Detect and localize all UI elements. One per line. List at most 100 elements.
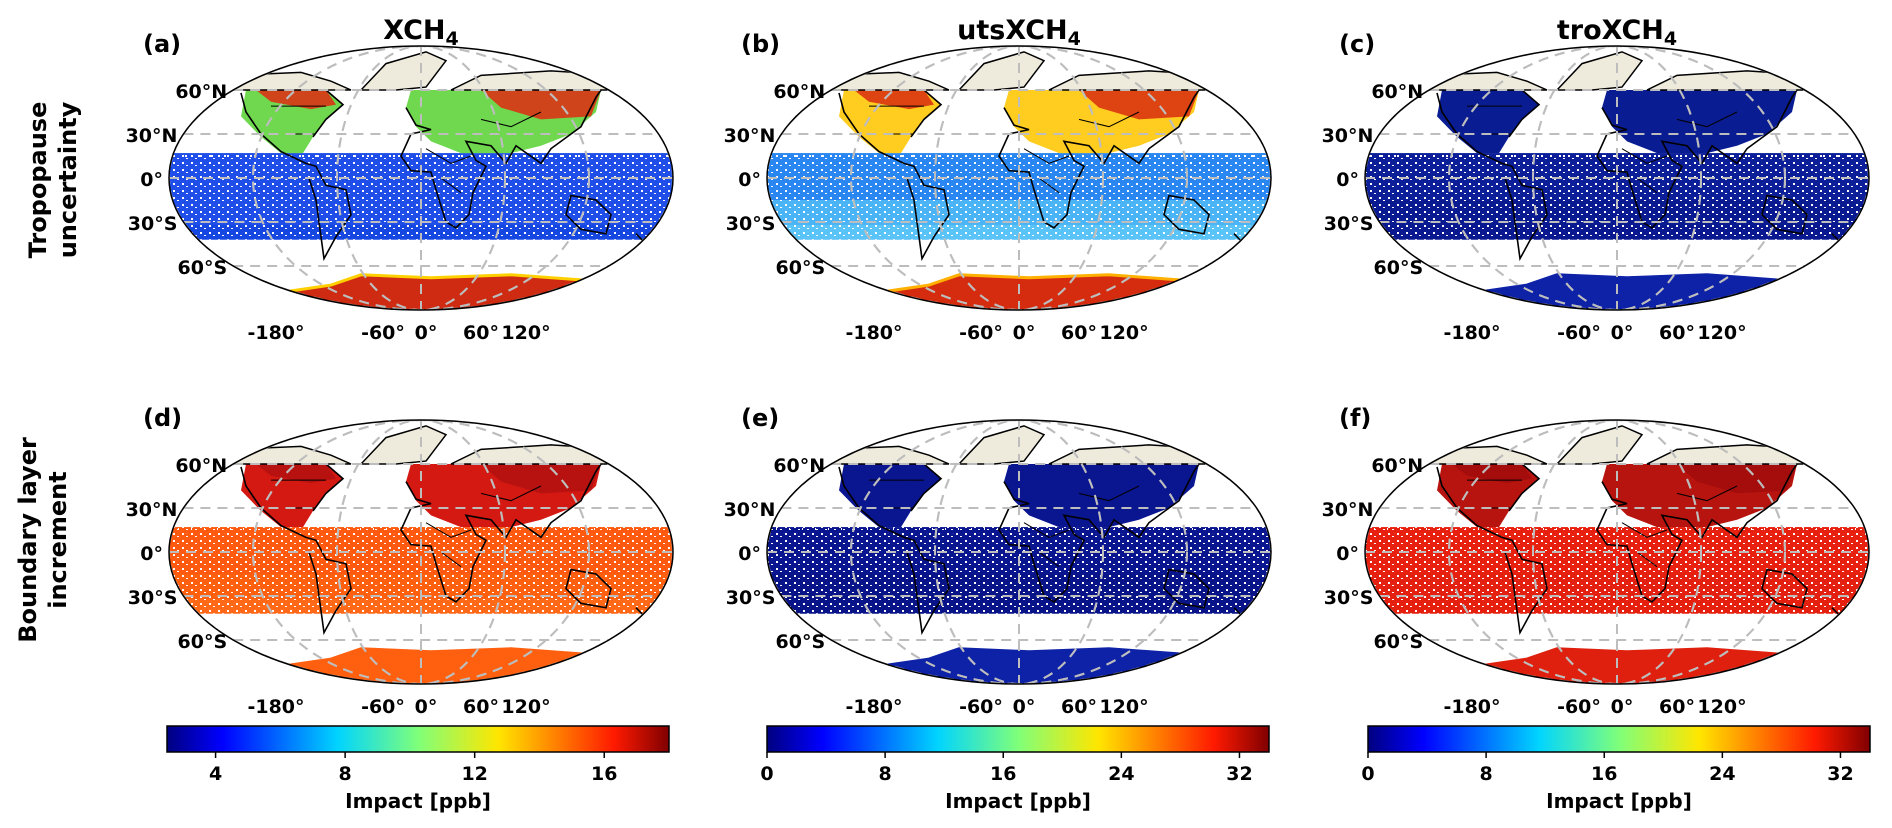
colorbar-2: 0 8 16 24 32 Impact [ppb] [760,725,1270,813]
lat-tick-label: 30°N [1322,499,1374,521]
colorbar-tick-label: 32 [1226,763,1252,785]
map-outline [168,419,674,685]
lon-tick-label: 0° [1611,696,1634,718]
lon-tick-label: -180° [247,322,304,344]
lon-tick-label: -60° [361,696,405,718]
lat-tick-label: 30°N [126,125,178,147]
afro-eurasia-coastline [1596,463,1798,603]
lon-tick-label: 120° [501,322,550,344]
country-borders [271,479,542,568]
lon-tick-label: 60° [1659,322,1695,344]
lon-tick-label: 120° [1697,696,1746,718]
panel-label: (d) [143,404,182,432]
lat-tick-label: 60°S [178,631,228,653]
gridlines [169,420,673,684]
lon-tick-label: 120° [1099,696,1148,718]
svg-text:Tropopause: Tropopause [24,102,52,259]
row-label-2: Boundary layer increment [14,437,72,643]
gridlines [1365,420,1869,684]
lat-tick-label: 30°S [128,587,178,609]
australia-coastline [565,194,612,235]
afro-eurasia-coastline [400,463,602,603]
lat-tick-label: 30°N [724,125,776,147]
colorbar-tick-label: 8 [1480,763,1493,785]
colorbar-tick-label: 8 [339,763,352,785]
lon-tick-label: 60° [1659,696,1695,718]
lat-tick-label: 30°S [726,213,776,235]
lat-tick-label: 30°N [126,499,178,521]
lat-tick-label: 30°N [724,499,776,521]
lat-tick-label: 30°S [726,587,776,609]
lat-tick-label: 60°N [175,81,227,103]
country-borders [1467,479,1738,568]
americas-coastline [1436,463,1548,636]
lon-tick-label: -60° [1557,322,1601,344]
lat-tick-label: 0° [1336,169,1359,191]
colorbar-gradient [1367,725,1871,753]
australia-coastline [1761,568,1808,609]
lon-tick-label: 60° [463,322,499,344]
americas-coastline [240,463,352,636]
lon-tick-label: -180° [845,696,902,718]
lat-tick-label: 30°N [1322,125,1374,147]
lon-tick-label: 0° [1013,322,1036,344]
colorbar-gradient [766,725,1270,753]
lat-tick-label: 30°S [1324,213,1374,235]
lat-tick-label: 60°N [773,455,825,477]
colorbar-tick-label: 0 [1361,763,1374,785]
colorbar-tick-label: 16 [591,763,617,785]
colorbar-1: 4 8 12 16 Impact [ppb] [166,725,670,813]
panel-label: (a) [143,30,181,58]
map-panel-b: (b) 60°N 30°N 0° 30°S60°S -180° -60° 0° 60° 120° [724,30,1272,344]
colorbar-tick-label: 32 [1827,763,1853,785]
colorbar-tick-label: 12 [461,763,487,785]
australia-coastline [1761,194,1808,235]
colorbar-label: Impact [ppb] [345,789,491,813]
svg-text:Boundary layer: Boundary layer [14,437,42,643]
americas-coastline [838,89,950,262]
map-outline [1364,45,1870,311]
lon-tick-label: -180° [1443,696,1500,718]
panel-label: (e) [741,404,779,432]
lon-tick-label: 120° [1099,322,1148,344]
map-outline [1364,419,1870,685]
colorbar-tick-label: 0 [760,763,773,785]
lat-tick-label: 30°S [1324,587,1374,609]
afro-eurasia-coastline [1596,89,1798,229]
lon-tick-label: -60° [959,322,1003,344]
americas-coastline [240,89,352,262]
americas-coastline [1436,89,1548,262]
lat-tick-label: 60°S [776,631,826,653]
country-borders [271,105,542,194]
panel-label: (f) [1339,404,1371,432]
lon-tick-label: 0° [1013,696,1036,718]
lon-tick-label: -180° [247,696,304,718]
row-label-1: Tropopause uncertainty [24,101,82,258]
colorbar-tick-label: 4 [209,763,222,785]
australia-coastline [1163,194,1210,235]
lon-tick-label: -180° [845,322,902,344]
lon-tick-label: 0° [415,696,438,718]
map-panel-a: (a) 60°N 30°N 0° 30°S60°S -180° -60° 0° 60° 120° [126,30,674,344]
gridlines [169,46,673,310]
australia-coastline [565,568,612,609]
lat-tick-label: 60°S [776,257,826,279]
colorbar-tick-label: 16 [1591,763,1617,785]
lon-tick-label: -60° [361,322,405,344]
lon-tick-label: -180° [1443,322,1500,344]
gridlines [1365,46,1869,310]
colorbar-tick-label: 8 [879,763,892,785]
map-panel-e: (e) 60°N 30°N 0° 30°S60°S -180° -60° 0° 60° 120° [724,404,1272,718]
column-title-1: XCH4 [383,15,459,50]
lat-tick-label: 0° [738,543,761,565]
colorbar-tick-label: 24 [1709,763,1735,785]
lon-tick-label: 120° [501,696,550,718]
lon-tick-label: 60° [1061,322,1097,344]
lat-tick-label: 60°S [178,257,228,279]
lon-tick-label: 60° [1061,696,1097,718]
gridlines [767,420,1271,684]
americas-coastline [838,463,950,636]
column-title-2: utsXCH4 [957,15,1081,50]
column-title-3: troXCH4 [1557,15,1677,50]
